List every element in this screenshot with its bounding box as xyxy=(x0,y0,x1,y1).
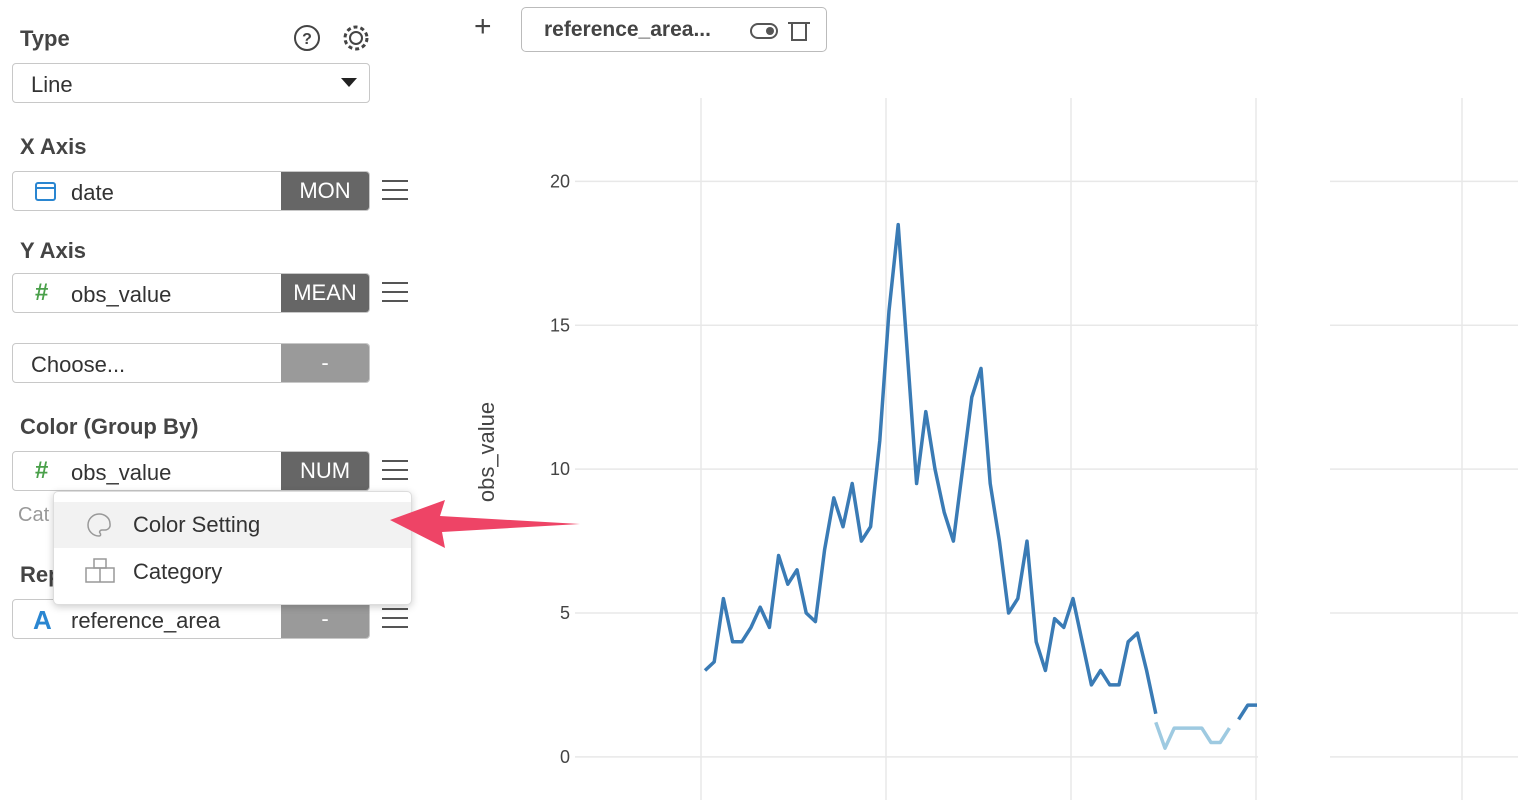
y2-placeholder: Choose... xyxy=(31,352,126,377)
color-field-name: obs_value xyxy=(71,460,172,485)
x-field-name: date xyxy=(71,180,114,205)
add-tab[interactable]: + xyxy=(474,10,492,43)
header-icons[interactable]: ? xyxy=(292,24,376,54)
y-axis-label: Y Axis xyxy=(20,238,87,263)
type-label: Type xyxy=(20,26,70,51)
y2-field[interactable]: Choose... - xyxy=(12,343,370,383)
x-agg[interactable]: MON xyxy=(281,172,369,210)
x-axis-label: X Axis xyxy=(20,134,87,159)
x-field[interactable]: date MON xyxy=(12,171,370,211)
y-tick-label: 0 xyxy=(560,747,570,767)
y-tick-label: 10 xyxy=(550,459,570,479)
y-axis-title: obs_value xyxy=(474,402,499,502)
color-menu[interactable] xyxy=(382,460,408,480)
repeat-field[interactable]: A reference_area - xyxy=(12,599,370,639)
color-label: Color (Group By) xyxy=(20,414,199,439)
repeat-menu[interactable] xyxy=(382,608,408,628)
line xyxy=(1154,721,1231,750)
type-value: Line xyxy=(31,72,73,97)
y-agg[interactable]: MEAN xyxy=(281,274,369,312)
tab-label: reference_area... xyxy=(544,18,711,41)
category-hint: Cat xyxy=(18,504,50,526)
y-tick-label: 15 xyxy=(550,315,570,335)
svg-text:?: ? xyxy=(302,31,312,48)
menu-label: Category xyxy=(133,559,223,584)
x-menu[interactable] xyxy=(382,180,408,200)
dropdown-menu: Color Setting Category xyxy=(53,491,412,605)
y-tick-label: 5 xyxy=(560,603,570,623)
y-field-name: obs_value xyxy=(71,282,172,307)
repeat-agg: - xyxy=(281,600,369,638)
line xyxy=(703,222,1257,721)
repeat-field-name: reference_area xyxy=(71,608,221,633)
color-field[interactable]: # obs_value NUM xyxy=(12,451,370,491)
menu-label: Color Setting xyxy=(133,512,261,537)
tab[interactable]: reference_area... xyxy=(521,7,827,52)
color-agg[interactable]: NUM xyxy=(281,452,369,490)
y-menu[interactable] xyxy=(382,282,408,302)
menu-item[interactable]: Color Setting xyxy=(54,502,411,548)
y-tick-label: 20 xyxy=(550,171,570,191)
y2-agg: - xyxy=(281,344,369,382)
y-field[interactable]: # obs_value MEAN xyxy=(12,273,370,313)
type-select[interactable]: Line xyxy=(12,63,370,103)
menu-item[interactable]: Category xyxy=(54,548,411,594)
